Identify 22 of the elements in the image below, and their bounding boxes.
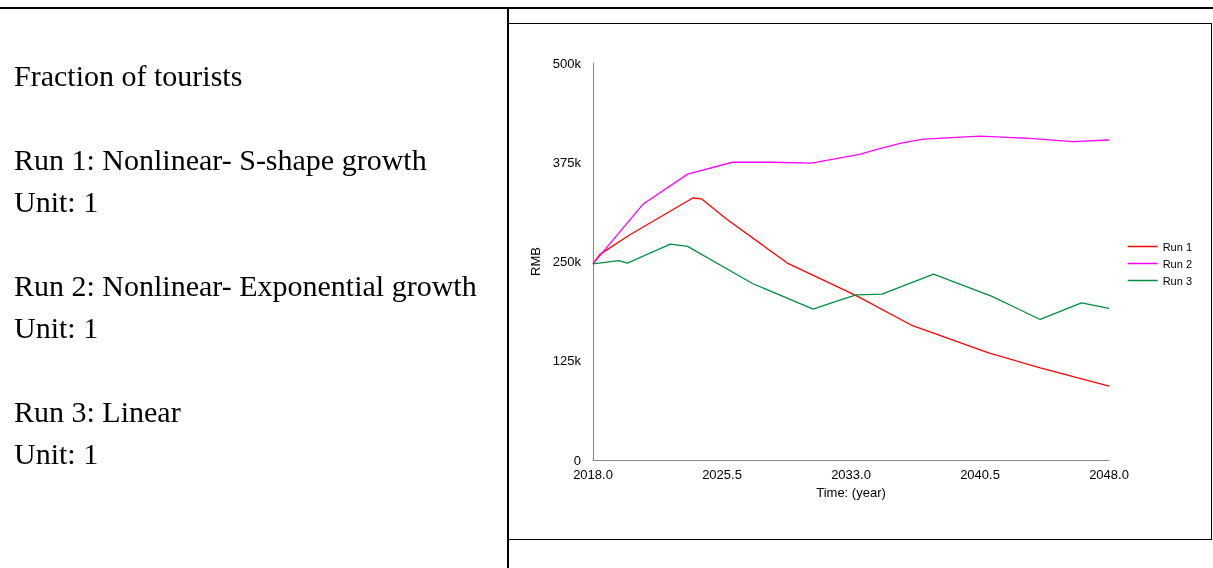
legend-label: Run 3 bbox=[1162, 274, 1193, 287]
y-axis-title: RMB bbox=[527, 247, 543, 276]
x-tick-label: 2025.5 bbox=[702, 467, 742, 482]
x-tick-label: 2040.5 bbox=[960, 467, 1000, 482]
y-tick-label: 0 bbox=[573, 452, 581, 468]
x-tick-label: 2018.0 bbox=[573, 467, 613, 482]
text: Run 2: Nonlinear- Exponential growth Unit: 1 bbox=[14, 268, 478, 346]
x-tick-label: 2033.0 bbox=[831, 467, 871, 482]
x-axis-title: Time: (year) bbox=[816, 485, 886, 500]
y-tick-label: 125k bbox=[552, 353, 582, 369]
y-tick-label: 375k bbox=[552, 154, 582, 170]
line-series bbox=[592, 243, 1110, 321]
text: Fraction of tourists bbox=[14, 58, 244, 94]
line-series bbox=[592, 135, 1110, 265]
legend-label: Run 1 bbox=[1162, 240, 1193, 253]
text: Run 3: Linear Unit: 1 bbox=[14, 394, 182, 472]
y-tick-label: 500k bbox=[552, 55, 582, 71]
line-series bbox=[592, 197, 1110, 387]
legend-label: Run 2 bbox=[1162, 257, 1193, 270]
x-tick-label: 2048.0 bbox=[1089, 467, 1129, 482]
y-tick-label: 250k bbox=[552, 254, 582, 269]
text: Run 1: Nonlinear- S-shape growth Unit: 1 bbox=[14, 142, 428, 220]
